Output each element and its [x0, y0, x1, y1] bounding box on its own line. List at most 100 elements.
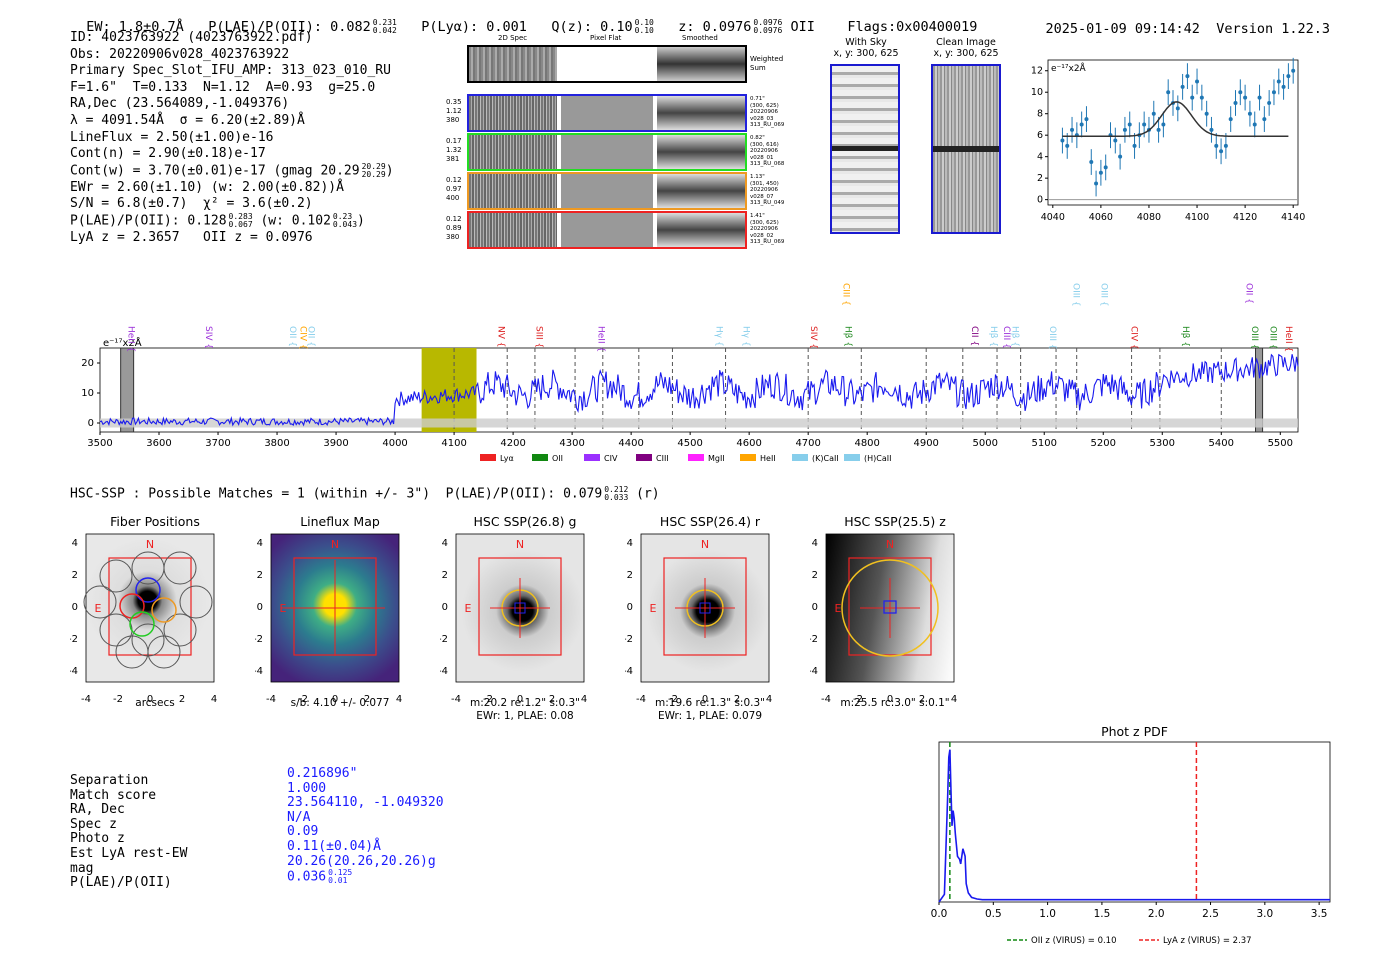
spectrum-x-tick: 3800 [264, 438, 289, 449]
match-plae-row: 0.036 0.125 0.01 [287, 869, 444, 885]
zoom-data-point [1247, 111, 1252, 116]
hsc-panel-title: Lineflux Map [300, 514, 380, 529]
spectrum-line-label: HeII { [125, 326, 135, 352]
info-plae-w: (w: 0.102 [260, 213, 331, 229]
hsc-x-tick: -2 [853, 694, 863, 705]
hsc-y-tick: -2 [70, 634, 78, 645]
north-label: N [886, 538, 894, 551]
hsc-y-tick: 2 [627, 570, 633, 581]
header-plae: P(LAE)/P(OII): 0.082 [208, 19, 371, 35]
hsc-panel-title: HSC SSP(26.8) g [473, 514, 577, 529]
hsc-y-tick: 4 [72, 538, 78, 549]
legend-swatch [688, 454, 704, 461]
hsc-y-tick: 2 [257, 570, 263, 581]
cutout-strip [467, 133, 747, 171]
spectrum-line-label: HeII { [1283, 326, 1293, 352]
zoom-data-point [1122, 127, 1127, 132]
cutout-right-value: 1.13" [750, 174, 765, 180]
info-sn: S/N = 6.8(±0.7) χ² = 3.6(±0.2) [70, 196, 313, 212]
hsc-panel-title: HSC SSP(25.5) z [844, 514, 946, 529]
clean-xy: x, y: 300, 625 [933, 48, 999, 59]
spectrum-highlight-band [421, 348, 477, 432]
hsc-x-tick: -2 [668, 694, 678, 705]
match-labels: Separation Match score RA, Dec Spec z Ph… [70, 773, 188, 891]
zoom-data-point [1276, 79, 1281, 84]
legend-swatch [792, 454, 808, 461]
match-mag: 20.26(20.26,20.26)g [287, 853, 436, 869]
cutout-right-value: v028_02 [750, 232, 774, 239]
spectrum-x-tick: 5500 [1268, 438, 1293, 449]
cutout-left-value: 1.12 [446, 107, 462, 115]
photz-legend-oii: OII z (VIRUS) = 0.10 [1031, 936, 1117, 946]
zoom-data-point [1257, 95, 1262, 100]
header-z-lo: 0.0976 [753, 26, 783, 35]
cutout-left-value: 380 [446, 233, 460, 241]
match-plae-lo: 0.01 [328, 876, 348, 886]
cutout-strip [467, 211, 747, 249]
hsc-overlay: N E -4 -4 -2 -2 0 0 2 2 4 4 [810, 533, 957, 705]
cutout-right-value: 1.41" [750, 213, 765, 219]
hsc-y-tick: -4 [255, 666, 263, 677]
header-z-hi: 0.0976 [753, 18, 783, 27]
zoom-data-point [1084, 117, 1089, 122]
zoom-data-point [1291, 68, 1296, 73]
spectrum-line-label: Hβ { [988, 326, 998, 347]
zoom-data-point [1190, 95, 1195, 100]
header-z: z: 0.0976 [678, 19, 752, 35]
zoom-data-point [1098, 170, 1103, 175]
cutout-left-value: 0.12 [446, 215, 462, 223]
zoom-data-point [1175, 106, 1180, 111]
spectrum-x-tick: 4500 [677, 438, 702, 449]
flat-image [561, 213, 653, 247]
hsc-y-tick: 4 [442, 538, 448, 549]
spectrum-line [99, 353, 1299, 427]
noise-image [469, 174, 557, 208]
zoom-y-tick: 2 [1037, 173, 1043, 184]
hsc-y-tick: -4 [440, 666, 448, 677]
zoom-data-point [1156, 127, 1161, 132]
info-plae: P(LAE)/P(OII): 0.128 [70, 213, 227, 229]
info-ewr: EWr = 2.60(±1.10) (w: 2.00(±0.82))Å [70, 179, 344, 195]
spectrum-line-label: SIV { [808, 326, 818, 349]
zoom-data-point [1065, 143, 1070, 148]
photz-x-tick: 3.0 [1256, 908, 1273, 920]
hsc-overlay: N E -4 -4 -2 -2 0 0 2 2 4 4 [70, 533, 217, 705]
cutout-left-value: 1.32 [446, 146, 462, 154]
zoom-data-point [1180, 84, 1185, 89]
east-label: E [835, 602, 842, 615]
hsc-caption-2: EWr: 1, PLAE: 0.079 [657, 710, 763, 722]
cutout-left-value: 400 [446, 194, 460, 202]
hsc-x-tick: -4 [821, 694, 831, 705]
hsc-y-tick: 4 [627, 538, 633, 549]
match-label: Est LyA rest-EW [70, 845, 188, 861]
zoom-data-point [1161, 122, 1166, 127]
hsc-y-tick: 2 [442, 570, 448, 581]
north-label: N [331, 538, 339, 551]
spectrum-line-label: SIII { [534, 326, 544, 348]
spectrum-x-tick: 3900 [323, 438, 348, 449]
smoothed-image [657, 174, 745, 208]
zoom-y-label: e⁻¹⁷x2Å [1051, 62, 1087, 74]
legend-label: HeII [760, 454, 776, 463]
hsc-y-tick: 0 [72, 602, 78, 613]
hsc-x-tick: 0 [702, 694, 708, 705]
header-flags: Flags:0x00400019 [847, 19, 978, 35]
smoothed-image [657, 213, 745, 247]
cutout-row: 0.17 1.32 381 0.82" (300, 616) 20220906 v028_… [440, 133, 790, 173]
spectrum-x-tick: 3700 [205, 438, 230, 449]
spectrum-line-label: HeII { [596, 326, 606, 352]
cutout-right-value: (301, 450) [750, 180, 779, 187]
zoom-data-point [1127, 122, 1132, 127]
match-label: Spec z [70, 816, 117, 832]
cutout-right-value: 20220906 [750, 226, 778, 233]
photz-x-tick: 2.0 [1148, 908, 1165, 920]
info-contw-lo: 20.29 [361, 169, 386, 179]
zoom-data-point [1219, 149, 1224, 154]
hsc-caption: s/b: 4.10 +/- 0.077 [290, 697, 390, 709]
zoom-data-point [1223, 143, 1228, 148]
spectrum-y-unit: e⁻¹⁷x2Å [103, 336, 142, 349]
zoom-data-point [1089, 160, 1094, 165]
match-label: Match score [70, 787, 157, 803]
info-lineflux: LineFlux = 2.50(±1.00)e-16 [70, 129, 274, 145]
zoom-line-chart: e⁻¹⁷x2Å 4040 4060 4080 4100 4120 4140 0 2 4 6 8 10 12 [1031, 57, 1305, 223]
